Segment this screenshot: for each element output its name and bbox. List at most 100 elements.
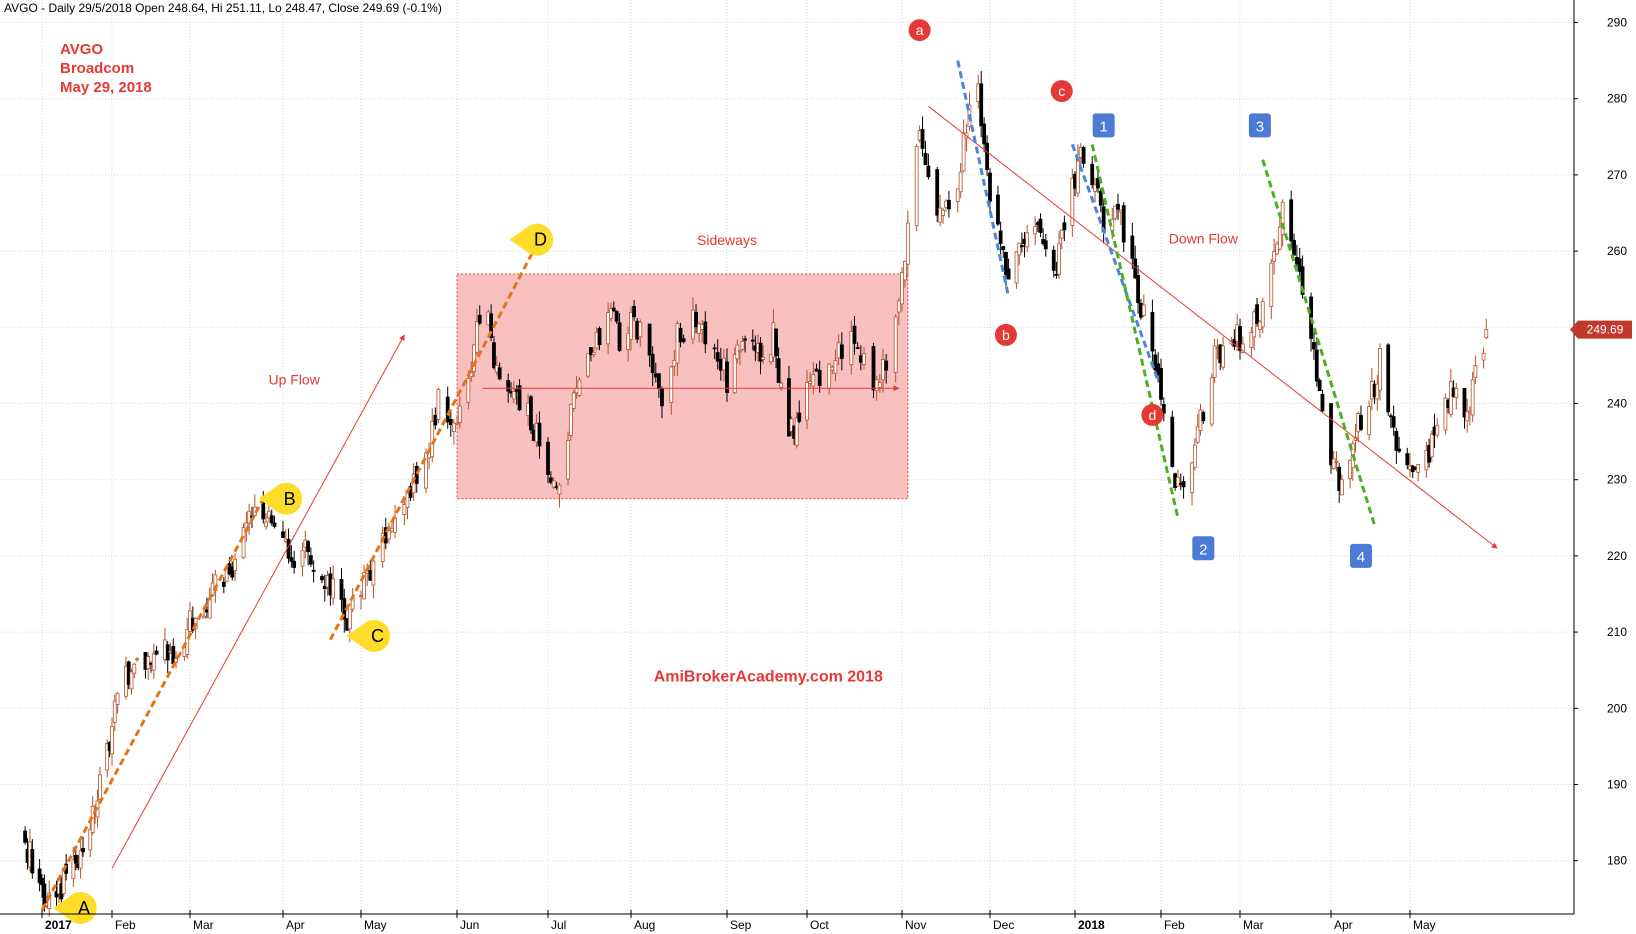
candle (475, 308, 479, 356)
candle-body (794, 417, 799, 446)
y-tick-label: 280 (1607, 92, 1627, 106)
candle (1297, 247, 1302, 279)
candle-body (448, 419, 453, 426)
candle (577, 377, 582, 398)
candle (1429, 430, 1434, 462)
candle (132, 662, 137, 679)
candle (1465, 398, 1470, 433)
candle-body (768, 354, 773, 363)
candle-body (1375, 383, 1380, 400)
candle-body (1075, 154, 1080, 194)
candle (905, 210, 910, 278)
candle-body (1209, 377, 1214, 425)
candle (1292, 233, 1296, 256)
candle (1170, 410, 1175, 468)
candle (947, 191, 951, 218)
chart-annotation-watermark: AmiBrokerAcademy.com 2018 (654, 669, 883, 686)
callout-shape (509, 223, 554, 256)
candle-body (54, 891, 59, 898)
candle (862, 347, 866, 370)
candle (797, 400, 802, 424)
candle (597, 326, 602, 351)
candle-body (1367, 406, 1372, 436)
candle-body (808, 381, 813, 384)
candle (893, 314, 898, 383)
candle-body (903, 260, 907, 281)
candle (998, 221, 1003, 258)
candle-body (597, 328, 602, 346)
candle-body (1272, 251, 1277, 262)
candle-body (566, 439, 570, 480)
candle-body (814, 368, 819, 372)
candle-body (787, 378, 791, 437)
candle-body (306, 541, 310, 553)
candle-body (472, 344, 476, 372)
candle-body (88, 828, 93, 851)
candle (1317, 378, 1322, 392)
candle-body (718, 358, 723, 371)
candle-body (546, 441, 550, 476)
candle-body (571, 392, 576, 409)
candle-body (1329, 403, 1333, 466)
candle-body (923, 152, 928, 166)
candle-body (797, 412, 802, 422)
candle (477, 305, 482, 326)
red-circle-marker: a (908, 19, 931, 42)
candle-body (830, 366, 835, 371)
candle-body (858, 355, 863, 363)
candle-body (805, 382, 809, 421)
candle (1443, 393, 1448, 435)
candle-body (537, 422, 542, 447)
candle (626, 326, 631, 362)
last-price-tag: 249.69 (1570, 320, 1632, 339)
candle-body (779, 382, 784, 388)
candle (1277, 215, 1282, 251)
candle (1057, 230, 1061, 279)
candle-body (292, 560, 297, 568)
candle (511, 381, 516, 404)
red-circle-shape (1141, 403, 1164, 426)
candle (774, 328, 778, 369)
candle (1289, 190, 1294, 250)
candle (1331, 451, 1336, 470)
candle-body (1113, 205, 1118, 219)
candle-body (1170, 416, 1175, 467)
candle (884, 354, 889, 384)
green-dashed-trendline (1090, 144, 1180, 519)
candle (1212, 338, 1217, 384)
candle-body (979, 83, 984, 127)
y-tick-label: 180 (1607, 854, 1627, 868)
x-tick-label: Mar (1243, 918, 1264, 932)
candle (1416, 464, 1421, 482)
candle-body (1465, 411, 1470, 422)
candle-body (626, 332, 631, 350)
callout-marker: C (346, 619, 391, 652)
candle (71, 847, 76, 887)
candle (457, 396, 462, 429)
candle (629, 306, 633, 351)
candle-body (855, 347, 860, 350)
x-tick-label: Feb (1164, 918, 1185, 932)
candle (638, 319, 643, 347)
annotation-layer: Up Flow Sideways Down Flow AmiBrokerAcademy… (40, 19, 1498, 924)
x-tick-label: Nov (905, 918, 926, 932)
candle-body (1116, 203, 1120, 210)
candle-body (852, 325, 857, 344)
ticker-label: AVGO (60, 41, 103, 58)
candle-body (1192, 444, 1197, 468)
candle-body (452, 422, 456, 432)
candle (871, 342, 876, 399)
candle-body (202, 615, 206, 619)
red-circle-label: a (916, 22, 924, 38)
candle-body (185, 629, 190, 655)
candle (1136, 265, 1140, 314)
candle (1386, 343, 1391, 416)
candle-body (475, 321, 479, 353)
x-tick-label: Oct (810, 918, 829, 932)
candle-body (871, 346, 876, 391)
candle-body (1153, 354, 1158, 371)
candle-body (368, 569, 373, 581)
candle (839, 332, 844, 371)
candle (896, 297, 901, 326)
